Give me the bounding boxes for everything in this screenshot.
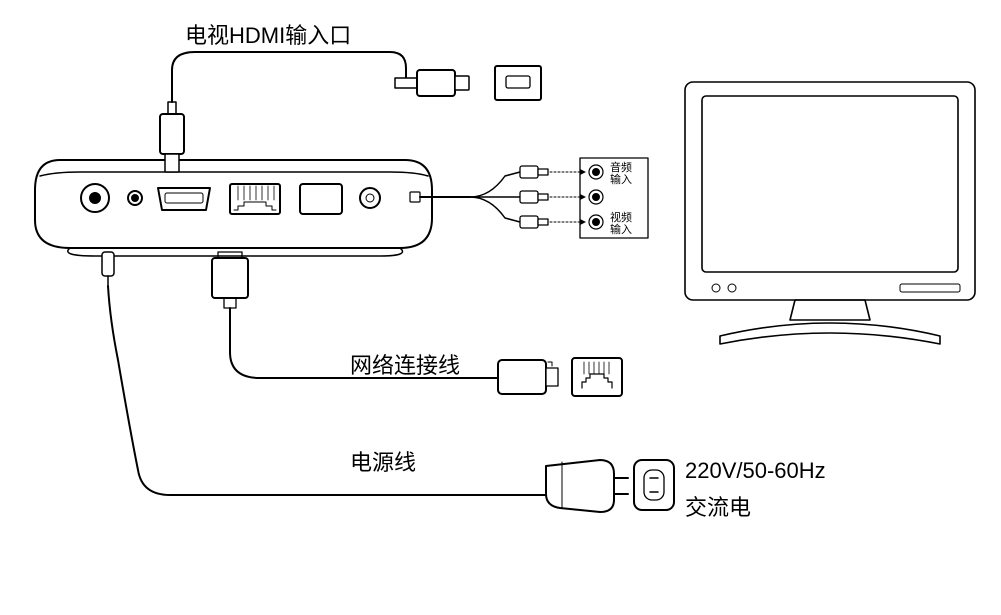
label-power: 电源线: [350, 445, 416, 477]
label-network: 网络连接线: [350, 348, 460, 380]
label-ac-type: 交流电: [685, 490, 751, 522]
set-top-box: [35, 160, 432, 256]
connection-diagram: [0, 0, 1001, 615]
label-video-in: 视频 输入: [610, 212, 632, 236]
label-hdmi: 电视HDMI输入口: [185, 18, 351, 50]
label-ac-voltage: 220V/50-60Hz: [685, 458, 826, 484]
hdmi-cable: [160, 52, 541, 172]
label-audio-in: 音频 输入: [610, 162, 632, 186]
tv-monitor: [685, 82, 975, 344]
